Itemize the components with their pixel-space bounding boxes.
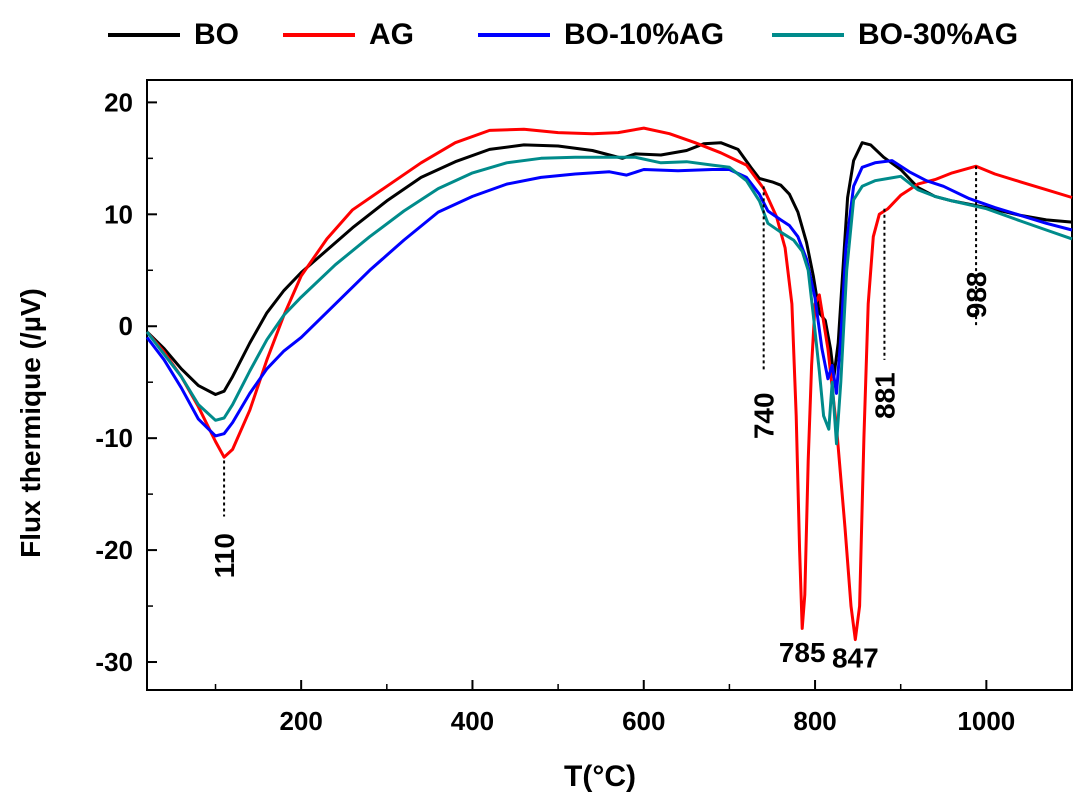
series-layer (145, 126, 1073, 642)
legend-label: BO-30%AG (858, 18, 1018, 51)
annotation-label: 785 (779, 637, 826, 668)
series-line-3 (145, 159, 1073, 438)
annotation-label: 847 (832, 643, 879, 674)
plot-frame (146, 79, 1073, 691)
annotation-label: 988 (961, 272, 992, 319)
legend-label: BO (194, 18, 239, 51)
y-tick-label: 0 (119, 311, 133, 341)
legend: BO AG BO-10%AG BO-30%AG (108, 18, 1018, 51)
series-line-1 (145, 141, 1073, 396)
y-axis: 20 10 0 -10 -20 -30 (95, 87, 157, 677)
y-axis-label: Flux thermique (/µV) (15, 288, 46, 558)
annotation-label: 740 (749, 392, 780, 439)
series-line-2 (145, 126, 1073, 642)
y-tick-label: 20 (104, 87, 133, 117)
legend-label: BO-10%AG (564, 18, 724, 51)
y-tick-label: 10 (104, 199, 133, 229)
y-tick-label: -20 (95, 535, 133, 565)
x-tick-label: 800 (793, 706, 836, 736)
series-line-4 (145, 155, 1073, 446)
x-axis-label: T(°C) (564, 760, 636, 793)
x-axis: 200 400 600 800 1000 (214, 680, 1073, 736)
x-tick-label: 400 (451, 706, 494, 736)
annotation-label: 881 (869, 372, 900, 419)
annotation-label: 110 (209, 533, 240, 578)
legend-label: AG (369, 18, 414, 51)
x-tick-label: 600 (622, 706, 665, 736)
x-tick-label: 200 (279, 706, 322, 736)
x-tick-label: 1000 (957, 706, 1015, 736)
y-tick-label: -10 (95, 423, 133, 453)
y-tick-label: -30 (95, 647, 133, 677)
annotation-layer: 110 740 881 988 785 847 (209, 166, 992, 674)
plot-area: 20 10 0 -10 -20 -30 200 400 600 800 1000 110 740 88… (95, 79, 1073, 736)
